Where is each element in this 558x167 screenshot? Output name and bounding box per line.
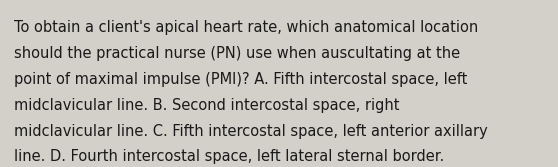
Text: midclavicular line. C. Fifth intercostal space, left anterior axillary: midclavicular line. C. Fifth intercostal… [14, 124, 488, 139]
Text: midclavicular line. B. Second intercostal space, right: midclavicular line. B. Second intercosta… [14, 98, 400, 113]
Text: point of maximal impulse (PMI)? A. Fifth intercostal space, left: point of maximal impulse (PMI)? A. Fifth… [14, 72, 468, 87]
Text: should the practical nurse (PN) use when auscultating at the: should the practical nurse (PN) use when… [14, 46, 460, 61]
Text: To obtain a client's apical heart rate, which anatomical location: To obtain a client's apical heart rate, … [14, 20, 478, 35]
Text: line. D. Fourth intercostal space, left lateral sternal border.: line. D. Fourth intercostal space, left … [14, 149, 444, 164]
